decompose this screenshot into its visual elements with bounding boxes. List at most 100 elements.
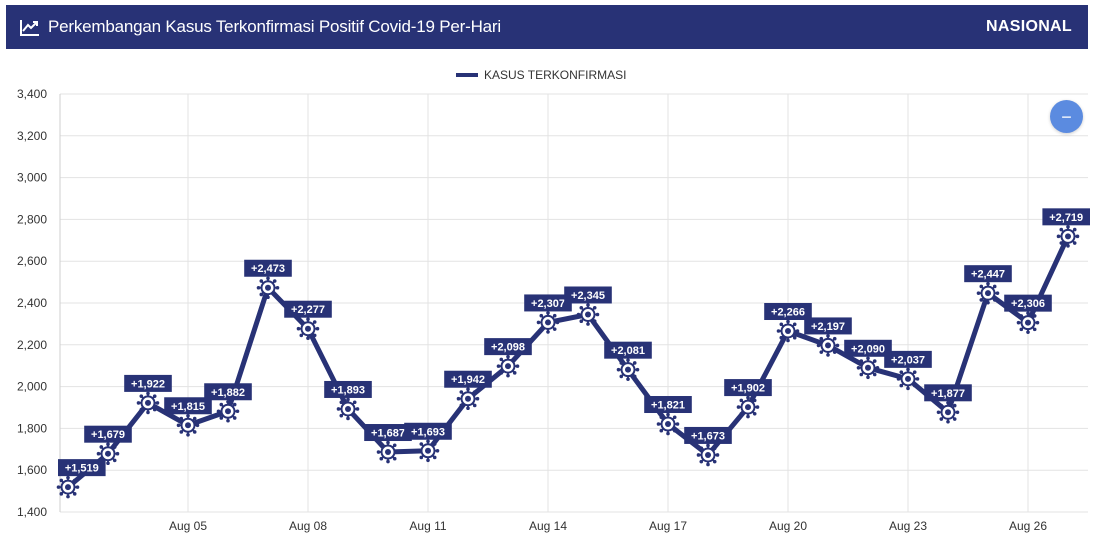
data-label-text: +1,882 (211, 387, 245, 399)
data-label-box (1004, 294, 1052, 312)
virus-spike-tip (299, 320, 304, 324)
data-label-box (1042, 208, 1090, 226)
data-label: +1,902 (724, 379, 772, 397)
data-label-box (804, 317, 852, 335)
virus-spike-tip (699, 446, 704, 451)
virus-spike-tip (946, 401, 950, 405)
virus-spike-tip (146, 391, 150, 396)
virus-spike-tip (66, 494, 70, 499)
virus-spike-tip (555, 320, 560, 325)
virus-spike-tip (619, 361, 624, 365)
virus-spike-tip (216, 409, 221, 414)
y-tick-label: 2,200 (17, 338, 47, 352)
virus-core (665, 421, 671, 428)
virus-spike-tip (106, 442, 110, 446)
virus-spike-tip (459, 403, 464, 408)
virus-spike-tip (666, 412, 670, 417)
virus-core (905, 375, 911, 382)
virus-spike-tip (1019, 327, 1024, 332)
data-label-text: +2,266 (771, 307, 805, 319)
data-label-text: +1,821 (651, 400, 685, 412)
virus-spike-tip (426, 439, 430, 444)
virus-marker-icon (456, 387, 480, 411)
virus-spike-tip (546, 311, 550, 315)
x-tick-label: Aug 05 (169, 519, 207, 533)
virus-spike-tip (1019, 314, 1024, 318)
virus-spike-tip (146, 410, 150, 415)
virus-spike-tip (552, 327, 557, 331)
data-label-text: +2,447 (971, 269, 1005, 281)
virus-spike-tip (776, 329, 781, 333)
chart-area: 1,400 1,600 1,800 2,000 2,200 2,400 2,600 2,800… (0, 55, 1096, 547)
data-label-text: +2,090 (851, 343, 885, 355)
data-label-text: +2,037 (891, 354, 925, 366)
virus-marker-icon (936, 401, 960, 424)
virus-spike-tip (299, 333, 304, 338)
virus-spike-tip (1032, 314, 1037, 318)
virus-spike-tip (986, 300, 990, 305)
virus-spike-tip (272, 292, 277, 297)
virus-core (985, 290, 991, 297)
data-label-box (164, 397, 212, 415)
data-label: +2,447 (964, 265, 1012, 283)
data-label-box (244, 259, 292, 277)
virus-spike-tip (715, 453, 720, 457)
virus-spike-tip (466, 387, 470, 392)
virus-spike-tip (906, 386, 910, 391)
virus-marker-icon (136, 391, 160, 415)
virus-spike-tip (712, 446, 717, 451)
virus-spike-tip (586, 322, 590, 326)
data-label-text: +1,942 (451, 374, 485, 386)
data-label-box (524, 294, 572, 312)
data-label-text: +2,306 (1011, 298, 1045, 310)
data-label-box (84, 425, 132, 443)
virus-marker-icon (976, 281, 1000, 305)
virus-spike-tip (699, 459, 704, 464)
virus-spike-tip (226, 399, 230, 404)
virus-spike-tip (106, 461, 110, 465)
data-label: +1,673 (684, 426, 732, 444)
virus-spike-tip (179, 416, 184, 421)
virus-spike-tip (139, 407, 144, 412)
virus-core (1025, 319, 1031, 326)
y-tick-label: 2,400 (17, 296, 47, 310)
y-tick-label: 3,000 (17, 171, 47, 185)
data-label-box (884, 350, 932, 368)
virus-spike-tip (955, 410, 960, 415)
virus-core (145, 399, 151, 406)
virus-spike-tip (226, 418, 230, 423)
virus-marker-icon (576, 303, 600, 326)
virus-spike-tip (435, 448, 440, 453)
virus-spike-tip (979, 284, 984, 289)
virus-spike-tip (499, 371, 504, 375)
data-label: +1,893 (324, 380, 372, 398)
data-label-box (684, 426, 732, 444)
virus-spike-tip (219, 402, 224, 407)
virus-spike-tip (835, 343, 840, 348)
virus-spike-tip (536, 320, 541, 325)
virus-spike-tip (619, 374, 624, 379)
virus-spike-tip (816, 343, 821, 348)
virus-spike-tip (176, 423, 181, 428)
x-tick-label: Aug 23 (889, 519, 927, 533)
virus-spike-tip (1072, 227, 1077, 232)
virus-spike-tip (595, 312, 600, 317)
virus-spike-tip (339, 400, 344, 405)
virus-spike-tip (746, 395, 750, 400)
data-label-text: +2,307 (531, 298, 565, 310)
virus-spike-tip (792, 322, 797, 327)
virus-spike-tip (866, 375, 870, 380)
virus-spike-tip (906, 367, 910, 372)
virus-spike-tip (219, 416, 224, 420)
virus-spike-tip (386, 440, 390, 445)
virus-spike-tip (872, 359, 877, 363)
virus-marker-icon (656, 412, 680, 436)
virus-spike-tip (872, 372, 877, 377)
virus-spike-tip (832, 350, 837, 354)
virus-spike-tip (912, 383, 917, 388)
virus-marker-icon (256, 276, 280, 300)
collapse-button[interactable]: − (1050, 100, 1083, 133)
virus-spike-tip (706, 443, 710, 448)
data-label: +2,345 (564, 286, 612, 304)
data-label-box (324, 380, 372, 398)
